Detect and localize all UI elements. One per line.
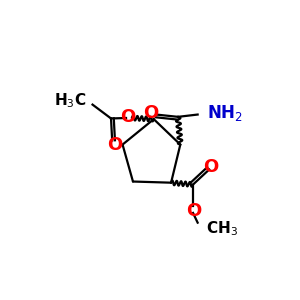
Text: O: O (143, 104, 159, 122)
Text: H$_3$C: H$_3$C (54, 92, 86, 110)
Text: CH$_3$: CH$_3$ (206, 219, 238, 238)
Text: O: O (107, 136, 122, 154)
Text: O: O (203, 158, 219, 176)
Text: O: O (186, 202, 201, 220)
Text: NH$_2$: NH$_2$ (207, 103, 243, 123)
Text: O: O (120, 108, 136, 126)
